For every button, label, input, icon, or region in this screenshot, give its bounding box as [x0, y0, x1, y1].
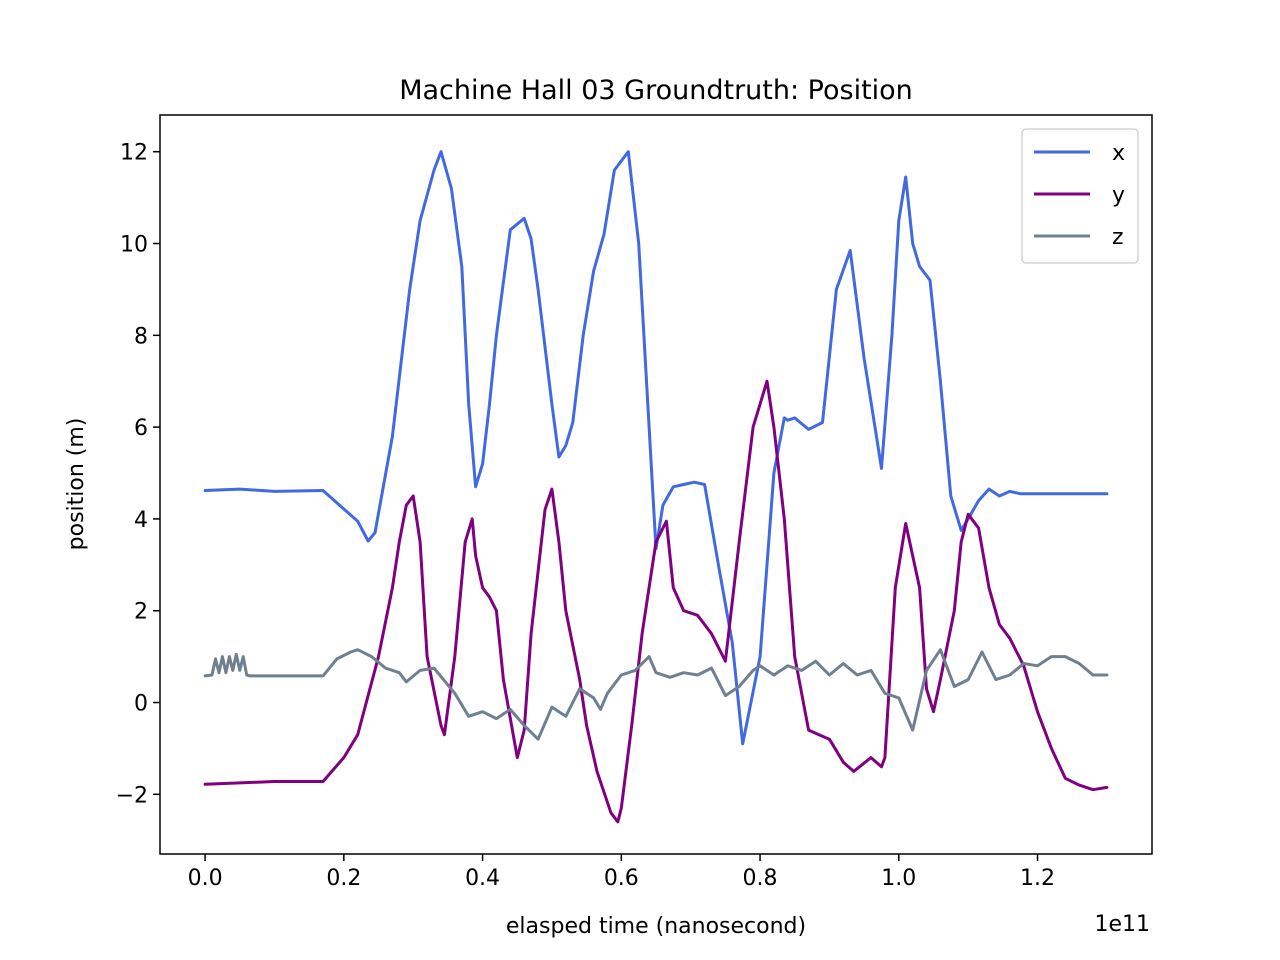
y-tick-label: 12	[120, 141, 148, 166]
y-axis-label: position (m)	[64, 418, 89, 551]
plot-frame	[159, 114, 1153, 855]
x-tick-label: 1.0	[881, 866, 916, 891]
legend-label-y: y	[1112, 183, 1125, 208]
series-line-y	[203, 379, 1109, 824]
y-tick-label: 10	[120, 233, 148, 258]
x-tick-label: 0.6	[604, 866, 639, 891]
x-axis-offset-label: 1e11	[1094, 912, 1150, 937]
series-group	[203, 150, 1109, 824]
y-tick-label: 0	[134, 692, 148, 717]
legend: xyz	[1021, 128, 1139, 264]
series-line-z	[203, 648, 1109, 741]
plot-area	[160, 115, 1152, 854]
legend-label-z: z	[1112, 225, 1124, 250]
x-tick-label: 0.4	[465, 866, 500, 891]
chart-title: Machine Hall 03 Groundtruth: Position	[399, 75, 913, 106]
y-axis: −2 0 2 4 6 8 10 12	[116, 141, 160, 808]
x-axis-label: elasped time (nanosecond)	[506, 914, 806, 939]
legend-label-x: x	[1112, 141, 1125, 166]
x-tick-label: 0.8	[743, 866, 778, 891]
x-tick-label: 1.2	[1020, 866, 1055, 891]
x-tick-label: 0.0	[188, 866, 223, 891]
legend-box	[1021, 128, 1139, 264]
series-line-x	[203, 150, 1109, 746]
x-axis: 0.0 0.2 0.4 0.6 0.8 1.0 1.2	[188, 854, 1055, 891]
y-tick-label: 4	[134, 508, 148, 533]
y-tick-label: −2	[116, 783, 148, 808]
y-tick-label: 8	[134, 324, 148, 349]
y-tick-label: 2	[134, 600, 148, 625]
y-tick-label: 6	[134, 416, 148, 441]
x-tick-label: 0.2	[326, 866, 361, 891]
